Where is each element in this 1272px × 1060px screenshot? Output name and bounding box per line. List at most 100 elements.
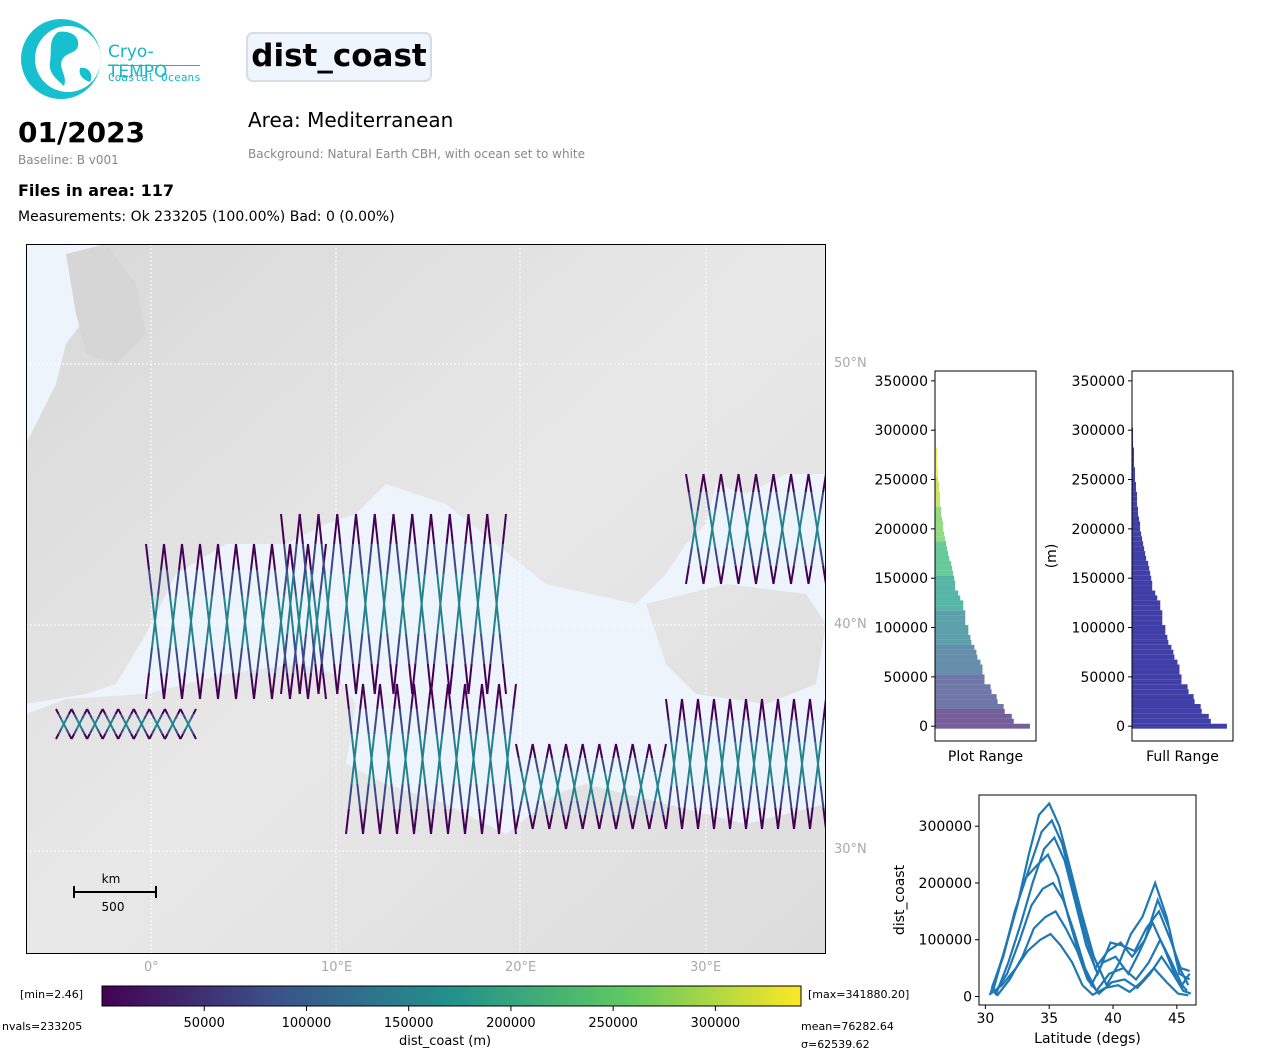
track-segment-306 — [408, 513, 414, 545]
hist-bar-32 — [935, 565, 953, 571]
colorbar-tick-label-0: 50000 — [184, 1016, 225, 1031]
track-segment-769 — [757, 492, 763, 511]
hist-ytick-label-2: 100000 — [875, 621, 928, 637]
track-segment-609 — [670, 763, 675, 786]
track-segment-621 — [686, 763, 691, 786]
track-segment-487 — [509, 708, 515, 735]
map-panel: km 500 — [26, 244, 826, 954]
histogram-plot-range: 0 50000 100000 150000 200000 250000 300000 3500… — [875, 370, 1037, 765]
track-segment-529 — [567, 757, 573, 773]
track-segment-385 — [364, 708, 370, 735]
lat-label-30n: 30°N — [834, 842, 867, 857]
hist-bar-58 — [1132, 437, 1134, 443]
track-segment-234 — [295, 513, 301, 545]
track-segment-789 — [778, 528, 784, 548]
track-segment-720 — [685, 473, 690, 493]
hist-bar-21 — [935, 620, 966, 626]
logo: Cryo-TEMPO Coastal Oceans — [18, 16, 208, 102]
track-segment-243 — [308, 603, 314, 635]
colorbar-tick-label-2: 150000 — [384, 1016, 434, 1031]
track-segment-625 — [699, 720, 705, 743]
track-segment-101 — [192, 733, 197, 740]
track-segment-532 — [576, 800, 581, 816]
track-segment-584 — [640, 772, 645, 787]
track-segment-585 — [637, 786, 642, 801]
hist-bar-50 — [1132, 477, 1136, 482]
track-segment-524 — [556, 772, 562, 787]
track-segment-211 — [301, 569, 306, 596]
track-segment-112 — [157, 647, 162, 674]
hist-bar-11 — [935, 669, 983, 675]
track-segment-252 — [317, 513, 323, 545]
track-segment-350 — [473, 573, 479, 605]
track-segment-363 — [495, 603, 501, 635]
track-segment-563 — [598, 814, 604, 830]
hist-bar-51 — [935, 472, 939, 478]
hist-bar-0 — [935, 723, 1030, 729]
files-count: Files in area: 117 — [18, 181, 174, 200]
hist-bar-18 — [1132, 634, 1168, 640]
track-segment-613 — [683, 720, 689, 743]
track-segment-327 — [439, 603, 445, 635]
track-segment-511 — [542, 757, 548, 773]
track-segment-151 — [211, 569, 216, 596]
track-segment-11 — [55, 733, 60, 740]
hist-bar-19 — [935, 630, 969, 635]
hist-bar-3 — [935, 708, 1005, 714]
track-segment-475 — [492, 708, 498, 735]
hist-bar-60 — [935, 427, 937, 433]
track-segment-91 — [174, 713, 179, 720]
track-segment-261 — [323, 603, 329, 635]
track-segment-601 — [667, 720, 673, 743]
track-segment-646 — [715, 785, 721, 808]
colorbar-max: [max=341880.20] — [808, 988, 910, 1001]
track-segment-417 — [401, 758, 407, 785]
track-segment-655 — [739, 720, 745, 743]
track-segment-484 — [509, 783, 515, 810]
track-segment-129 — [169, 621, 174, 648]
track-segment-477 — [486, 758, 492, 785]
track-segment-23 — [70, 733, 76, 740]
track-segment-244 — [311, 633, 317, 665]
track-segment-596 — [656, 772, 662, 787]
track-segment-299 — [373, 663, 379, 695]
track-segment-225 — [313, 621, 318, 648]
hist-bar-0 — [1132, 723, 1227, 729]
track-segment-22 — [73, 728, 78, 735]
track-segment-181 — [256, 569, 261, 596]
track-segment-281 — [370, 663, 376, 695]
track-segment-792 — [790, 473, 795, 493]
track-segment-586 — [634, 800, 640, 816]
track-segment-790 — [775, 547, 781, 566]
track-segment-707 — [793, 807, 798, 830]
track-segment-34 — [88, 728, 94, 735]
hist-bar-13 — [935, 659, 981, 665]
track-segment-544 — [592, 800, 598, 816]
track-segment-432 — [430, 683, 435, 710]
track-segment-716 — [817, 742, 822, 765]
track-segment-254 — [323, 573, 329, 605]
track-segment-283 — [367, 543, 373, 575]
track-segment-404 — [387, 733, 393, 760]
track-segment-128 — [172, 595, 177, 622]
track-segment-121 — [166, 569, 171, 596]
track-segment-229 — [283, 543, 289, 575]
track-segment-312 — [411, 513, 417, 545]
track-segment-4 — [65, 728, 70, 735]
hist-bar-17 — [1132, 639, 1169, 645]
track-segment-249 — [305, 603, 311, 635]
track-segment-231 — [289, 603, 295, 635]
track-segment-120 — [163, 543, 168, 570]
hist-bar-26 — [935, 595, 961, 601]
hist-xlabel: Full Range — [1146, 749, 1219, 765]
track-segment-764 — [746, 510, 752, 530]
track-segment-451 — [458, 708, 464, 735]
track-segment-388 — [373, 783, 379, 810]
track-segment-172 — [247, 647, 252, 674]
track-segment-496 — [526, 800, 531, 816]
track-segment-465 — [469, 758, 475, 785]
track-segment-247 — [311, 543, 317, 575]
track-segment-304 — [405, 633, 411, 665]
track-segment-379 — [356, 708, 362, 735]
track-segment-139 — [193, 569, 198, 596]
